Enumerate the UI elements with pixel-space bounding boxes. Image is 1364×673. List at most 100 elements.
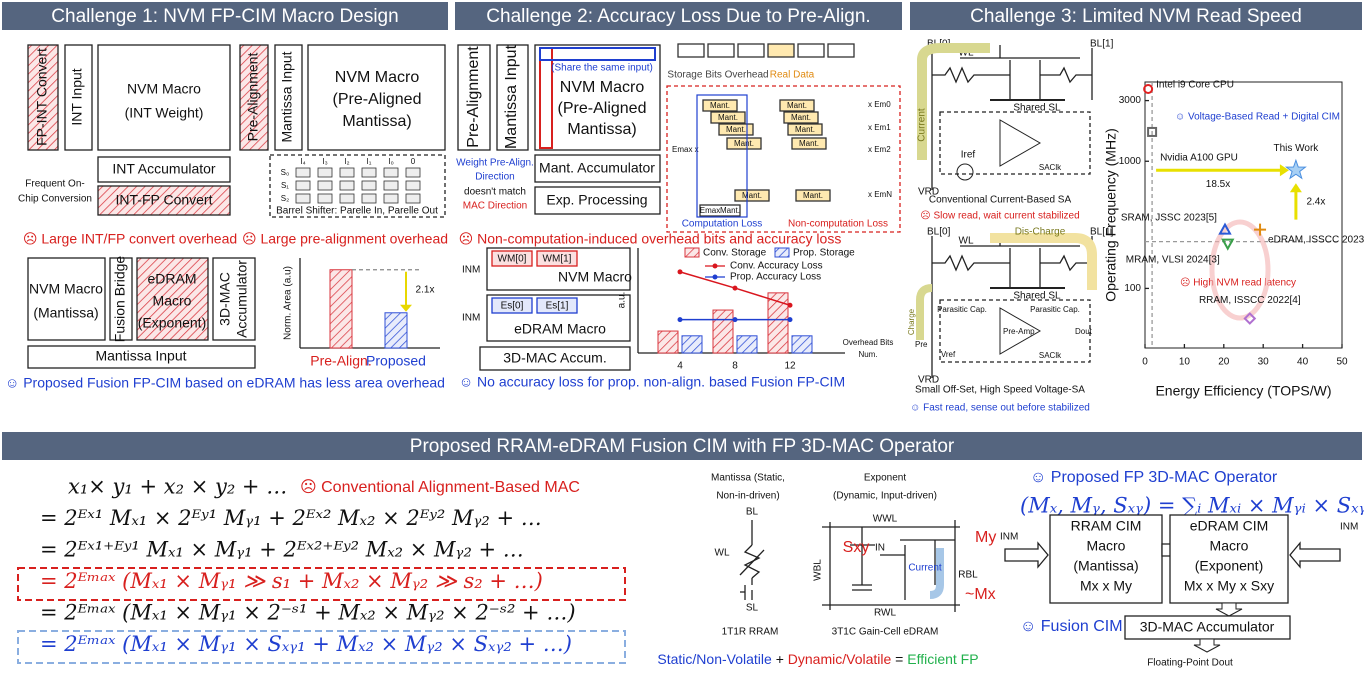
mux bbox=[296, 194, 310, 203]
label: = 2ᴱᵐᵃˣ (Mₓ₁ × Mᵧ₁ × 2⁻ˢ¹ + Mₓ₂ × Mᵧ₂ × … bbox=[40, 601, 576, 625]
label: Conv. Storage bbox=[703, 248, 767, 259]
box bbox=[738, 44, 764, 57]
bar bbox=[737, 336, 757, 353]
label: x EmN bbox=[868, 190, 892, 199]
label: eDRAM bbox=[147, 271, 196, 287]
label: (Pre-Aligned bbox=[333, 91, 422, 108]
label: Barrel Shifter: Parelle In, Parelle Out bbox=[276, 206, 438, 217]
arrow bbox=[1280, 164, 1289, 176]
amp bbox=[1000, 120, 1040, 166]
label: Es[0] bbox=[501, 301, 524, 312]
label: INM bbox=[462, 313, 480, 324]
label: NVM Macro bbox=[127, 81, 201, 97]
label: = 2ᴱᵐᵃˣ (Mₓ₁ × Mᵧ₁ ≫ s₁ + Mₓ₂ × Mᵧ₂ ≫ s₂… bbox=[40, 569, 543, 593]
mux bbox=[384, 194, 398, 203]
bar bbox=[330, 270, 352, 348]
mux bbox=[406, 194, 420, 203]
arrow bbox=[1216, 603, 1242, 616]
label: Challenge 1: NVM FP-CIM Macro Design bbox=[51, 6, 398, 27]
label: Non-computation Loss bbox=[788, 219, 888, 230]
arrow bbox=[1290, 543, 1340, 567]
box bbox=[28, 258, 105, 340]
point bbox=[1286, 160, 1305, 178]
label: 30 bbox=[1258, 357, 1270, 368]
label: (INT Weight) bbox=[125, 105, 204, 121]
label: (Share the same input) bbox=[551, 63, 653, 74]
label: = 2ᴱˣ¹ Mₓ₁ × 2ᴱʸ¹ Mᵧ₁ + 2ᴱˣ² Mₓ₂ × 2ᴱʸ² … bbox=[40, 506, 542, 530]
label: Parasitic Cap. bbox=[937, 305, 987, 314]
label: BL bbox=[746, 507, 759, 518]
label: Macro bbox=[1210, 538, 1249, 554]
label: 50 bbox=[1336, 357, 1348, 368]
label: Mant. bbox=[718, 113, 738, 122]
label: Current bbox=[917, 108, 928, 142]
label: Mant. bbox=[742, 191, 762, 200]
arrow bbox=[1005, 543, 1048, 567]
wire bbox=[932, 256, 1010, 270]
label: a.u. bbox=[617, 292, 628, 309]
mux bbox=[340, 181, 354, 190]
label: Floating-Point Dout bbox=[1147, 658, 1233, 669]
mux bbox=[362, 181, 376, 190]
label: Mant. bbox=[710, 101, 730, 110]
label: INT Accumulator bbox=[112, 161, 216, 177]
slide: Challenge 1: NVM FP-CIM Macro DesignFP-I… bbox=[0, 0, 1364, 673]
label: Es[1] bbox=[546, 301, 569, 312]
legend-dot bbox=[713, 275, 718, 280]
label: 10 bbox=[1179, 357, 1191, 368]
label: IN bbox=[875, 543, 885, 554]
label: 40 bbox=[1297, 357, 1309, 368]
label: 3000 bbox=[1119, 95, 1142, 106]
label: Mant. bbox=[799, 139, 819, 148]
label: S₁ bbox=[281, 181, 289, 190]
label: 0 bbox=[411, 157, 416, 166]
wire bbox=[932, 68, 1010, 82]
label: Challenge 2: Accuracy Loss Due to Pre-Al… bbox=[486, 6, 870, 27]
label: BL[0] bbox=[927, 227, 951, 238]
label: MAC Direction bbox=[463, 201, 527, 212]
label: Pre-Align. bbox=[310, 353, 371, 369]
point bbox=[1223, 240, 1233, 249]
label: NVM Macro bbox=[560, 79, 645, 96]
label: Mantissa Input bbox=[279, 51, 295, 142]
label: SAClk bbox=[1039, 163, 1062, 172]
label: Direction bbox=[475, 172, 514, 183]
label: Mantissa) bbox=[342, 113, 411, 130]
label: Conv. Accuracy Loss bbox=[730, 261, 823, 272]
label: Prop. Storage bbox=[793, 248, 855, 259]
label: WM[0] bbox=[498, 254, 527, 265]
label: Small Off-Set, High Speed Voltage-SA bbox=[915, 385, 1085, 396]
point bbox=[788, 317, 793, 322]
label: ☺ Proposed Fusion FP-CIM based on eDRAM … bbox=[5, 375, 445, 391]
box bbox=[708, 44, 734, 57]
label: Nvidia A100 GPU bbox=[1160, 153, 1238, 164]
label: Storage Bits Overhead bbox=[667, 70, 768, 81]
label: WL bbox=[959, 236, 974, 247]
label: ☹ Conventional Alignment-Based MAC bbox=[300, 479, 580, 496]
label: Prop. Accuracy Loss bbox=[730, 272, 821, 283]
box bbox=[678, 44, 704, 57]
label: 3D-MAC bbox=[217, 272, 233, 326]
label: NVM Macro bbox=[558, 269, 632, 285]
footer-part: Static/Non-Volatile bbox=[657, 651, 772, 667]
point bbox=[678, 317, 683, 322]
arrow bbox=[1194, 639, 1220, 652]
label: Mant. bbox=[726, 125, 746, 134]
label: INM bbox=[462, 265, 480, 276]
label: Overhead Bits bbox=[843, 338, 894, 347]
label: My bbox=[975, 529, 996, 546]
label: Emax x bbox=[672, 145, 699, 154]
label: Mantissa (Static, bbox=[711, 473, 785, 484]
mux bbox=[406, 181, 420, 190]
label: ☹ High NVM read latency bbox=[1180, 277, 1296, 289]
label: Shared SL bbox=[1013, 291, 1061, 302]
label: Mant. bbox=[791, 113, 811, 122]
label: Frequent On- bbox=[25, 179, 84, 190]
label: ☺ Voltage-Based Read + Digital CIM bbox=[1175, 112, 1340, 123]
point bbox=[733, 317, 738, 322]
label: x Em0 bbox=[868, 100, 891, 109]
label: INM bbox=[1000, 532, 1018, 543]
label: Intel i9 Core CPU bbox=[1156, 80, 1234, 91]
mux bbox=[384, 168, 398, 177]
label: ☺ Fast read, sense out before stabilized bbox=[910, 403, 1090, 414]
